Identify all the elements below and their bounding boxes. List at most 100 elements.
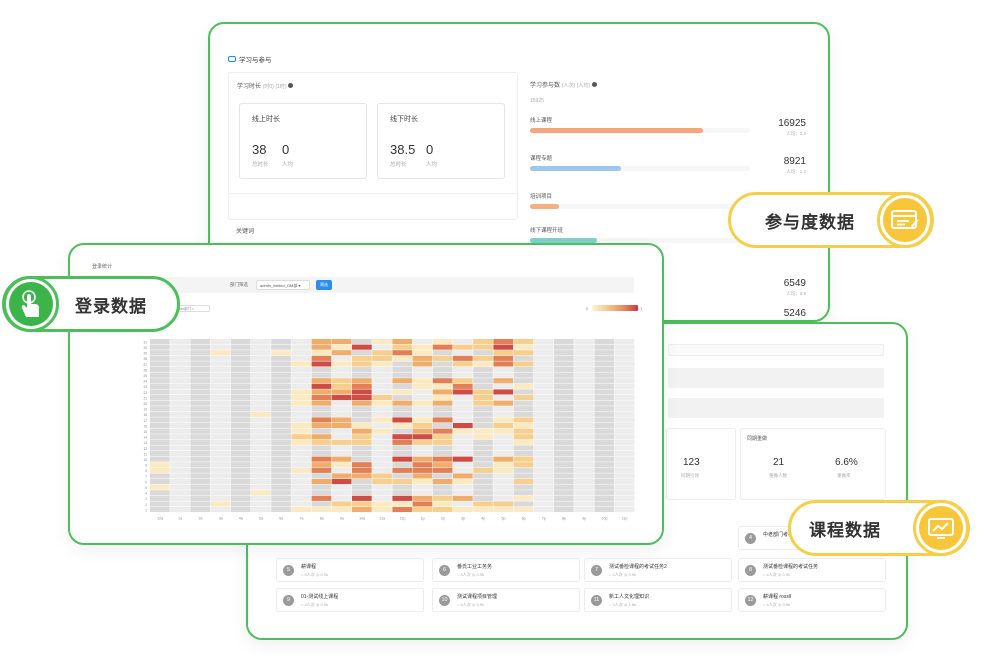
heatmap-cell — [271, 484, 291, 490]
department-filter-select[interactable]: admin_limited_OM部 ▾ — [256, 280, 310, 290]
course-item[interactable]: 6 番氏工业工务务 ○ 4人次 ◎ 0.9k — [432, 558, 580, 582]
heatmap-cell — [453, 507, 473, 513]
heatmap-cell — [614, 361, 635, 367]
heatmap-cell — [574, 406, 594, 412]
course-item[interactable]: 10 测试课程项目管理 ○ 4人次 ◎ 0.9k — [432, 588, 580, 612]
course-item[interactable]: 8 测试番检课程的考试任务 ○ 4人次 ◎ 0.9k — [738, 558, 886, 582]
heatmap-cell — [311, 406, 332, 412]
heatmap-cell — [412, 417, 433, 423]
course-stat-123-label: 同期引领 — [681, 473, 699, 478]
heatmap-cell — [554, 339, 574, 345]
course-item[interactable]: 9 01-测试线上课程 ○ 4人次 ◎ 0.9k — [276, 588, 424, 612]
heatmap-cell — [190, 350, 211, 356]
heatmap-cell — [251, 344, 271, 350]
heatmap-cell — [271, 507, 291, 513]
heatmap-cell — [392, 389, 413, 395]
heatmap-cell — [412, 406, 433, 412]
heatmap-cell — [170, 451, 190, 457]
heatmap-cell — [533, 395, 554, 401]
heatmap-cell — [574, 490, 594, 496]
heatmap-cell — [150, 490, 170, 496]
heatmap-cell — [372, 355, 392, 361]
heatmap-cell — [453, 423, 473, 429]
heatmap-cell — [412, 439, 433, 445]
heatmap-cell — [473, 501, 493, 507]
heatmap-cell — [331, 467, 352, 473]
course-stat-21: 21 — [773, 457, 785, 468]
heatmap-cell — [412, 361, 433, 367]
heatmap-cell — [352, 451, 372, 457]
heatmap-cell — [554, 355, 574, 361]
heatmap-cell — [513, 439, 534, 445]
heatmap-cell — [453, 344, 473, 350]
heatmap-cell — [392, 406, 413, 412]
heatmap-cell — [432, 462, 453, 468]
heatmap-cell — [311, 439, 332, 445]
heatmap-cell — [513, 490, 534, 496]
heatmap-cell — [372, 406, 392, 412]
login-title: 登录统计 — [92, 264, 113, 270]
heatmap-cell — [594, 355, 615, 361]
filter-button[interactable]: 筛选 — [316, 280, 332, 290]
heatmap-cell — [493, 501, 514, 507]
heatmap-cell — [372, 395, 392, 401]
heatmap-cell — [533, 383, 554, 389]
online-per-label: 人均 — [282, 162, 294, 168]
participation-row-value: 8921 — [783, 156, 806, 167]
heatmap-cell — [190, 361, 211, 367]
heatmap-cell — [331, 395, 352, 401]
heatmap-cell — [170, 400, 190, 406]
course-item[interactable]: 12 耕课程 rossll ○ 4人次 ◎ 0.9k — [738, 588, 886, 612]
heatmap-x-tick: 3a — [219, 517, 223, 521]
heatmap-cell — [230, 367, 251, 373]
heatmap-cell — [230, 395, 251, 401]
course-item[interactable]: 5 耕课程 ○ 4人次 ◎ 0.9k — [276, 558, 424, 582]
course-item-meta: ○ 3人次 ◎ 1.8k — [609, 602, 637, 607]
heatmap-x-tick: 4a — [239, 517, 243, 521]
heatmap-cell — [170, 462, 190, 468]
heatmap-cell — [533, 467, 554, 473]
heatmap-cell — [473, 339, 493, 345]
heatmap-cell — [352, 395, 372, 401]
heatmap-cell — [170, 428, 190, 434]
divider — [229, 193, 517, 194]
heatmap-cell — [392, 395, 413, 401]
heatmap-cell — [493, 400, 514, 406]
heatmap-cell — [210, 462, 231, 468]
heatmap-cell — [311, 495, 332, 501]
heatmap-cell — [432, 389, 453, 395]
heatmap-cell — [372, 378, 392, 384]
heatmap-cell — [614, 378, 635, 384]
heatmap-cell — [432, 428, 453, 434]
course-item[interactable]: 7 测试番检课程的考试任务2 ○ 4人次 ◎ 0.9k — [584, 558, 732, 582]
heatmap-cell — [432, 361, 453, 367]
course-item[interactable]: 11 新工人文化理知识 ○ 3人次 ◎ 1.8k — [584, 588, 732, 612]
heatmap-cell — [574, 434, 594, 440]
heatmap-cell — [190, 423, 211, 429]
heatmap-cell — [210, 411, 231, 417]
heatmap-cell — [493, 339, 514, 345]
heatmap-cell — [210, 445, 231, 451]
offline-time-total: 38.5 — [390, 142, 416, 157]
heatmap-cell — [291, 445, 312, 451]
learning-section-header: 学习与参与 — [228, 54, 272, 64]
heatmap-cell — [210, 467, 231, 473]
course-stat-123: 123 — [683, 457, 700, 468]
heatmap-cell — [170, 350, 190, 356]
heatmap-cell — [291, 479, 312, 485]
heatmap-cell — [533, 389, 554, 395]
heatmap-cell — [251, 467, 271, 473]
heatmap-cell — [453, 479, 473, 485]
course-item-name: 测试课程项目管理 — [457, 594, 498, 600]
heatmap-cell — [271, 355, 291, 361]
heatmap-cell — [331, 367, 352, 373]
heatmap-cell — [372, 428, 392, 434]
participation-row-label: 线上课程 — [530, 118, 553, 124]
heatmap-cell — [271, 462, 291, 468]
heatmap-cell — [251, 417, 271, 423]
participation-row: 线上课程 16925 人均：2.2 — [530, 116, 806, 142]
heatmap-cell — [493, 389, 514, 395]
heatmap-cell — [594, 495, 615, 501]
heatmap-cell — [352, 406, 372, 412]
